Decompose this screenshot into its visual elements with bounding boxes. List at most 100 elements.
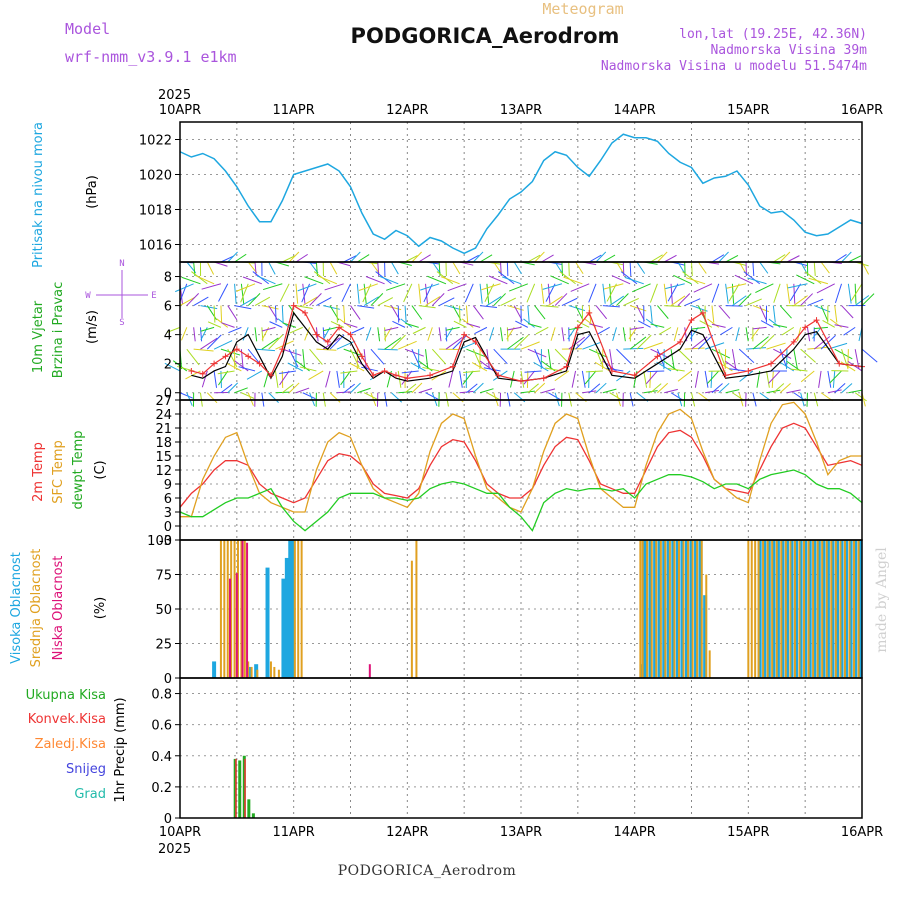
wind-vector (459, 370, 463, 388)
wind-vector (568, 261, 570, 277)
ytick-label: 24 (155, 408, 172, 423)
wind-vector (486, 295, 502, 306)
cloud-bar (689, 540, 694, 678)
bottom-day-label: 12APR (386, 825, 428, 840)
wind-gust-marker (768, 360, 775, 367)
wind-gust-marker (313, 331, 320, 338)
cloud-bar (807, 540, 810, 678)
wind-vector (793, 295, 808, 306)
wind-vector (718, 348, 727, 369)
wind-vector (193, 348, 214, 352)
wind-vector (370, 348, 385, 365)
wind-vector (316, 296, 332, 307)
cloud-bar (830, 540, 833, 678)
wind-vector (263, 283, 283, 291)
wind-vector (711, 254, 725, 263)
ytick-label: 0 (164, 672, 172, 687)
wind-vector (786, 360, 801, 372)
wind-vector (848, 255, 862, 263)
cloud-bar (653, 540, 658, 678)
wind-vector (488, 327, 495, 341)
year-label-top: 2025 (158, 88, 191, 103)
wind-vector (745, 327, 749, 342)
wind-vector (425, 349, 429, 370)
cloud-bar (771, 540, 774, 678)
cloud-bar (754, 540, 757, 678)
temp-ylabel-3: dewpt Temp (71, 430, 86, 509)
cloud-bar (368, 664, 371, 678)
wind-vector (438, 297, 455, 307)
wind-vector (513, 261, 522, 275)
wind-vector (647, 370, 665, 373)
cloud-bar (673, 540, 676, 678)
cloud-bar (771, 540, 776, 678)
wind-vector (588, 254, 602, 263)
wind-vector (606, 283, 617, 302)
wind-vector (663, 283, 668, 304)
cloud-bar (807, 540, 812, 678)
wind-vector (340, 370, 351, 386)
wind-vector (841, 251, 852, 263)
wind-vector (561, 297, 578, 307)
wind-vector (650, 323, 665, 328)
bottom-day-label: 10APR (159, 825, 201, 840)
wind-gust-marker (802, 324, 809, 331)
wind-vector (632, 283, 651, 293)
wind-vector (329, 261, 338, 275)
wind-vector (726, 283, 747, 289)
wind-vector (213, 340, 233, 350)
wind-gust-marker (404, 375, 411, 382)
wind-vector (357, 254, 370, 263)
wind-vector (268, 334, 284, 350)
wind-vector (220, 305, 223, 323)
wind-vector (234, 283, 237, 304)
wind-vector (779, 305, 792, 319)
wind-vector (404, 383, 417, 394)
wind-vector (398, 340, 417, 350)
cloud-bar (825, 540, 828, 678)
wind-vector (357, 387, 371, 394)
cloud-bar (284, 557, 289, 678)
wind-vector (466, 254, 479, 263)
wind-vector (483, 367, 501, 372)
wind-vector (377, 327, 381, 342)
footer-station: PODGORICA_Aerodrom (338, 863, 517, 879)
wind-vector (711, 283, 720, 303)
ytick-label: 4 (164, 329, 172, 344)
temp-ylabel-2: SFC Temp (51, 440, 66, 504)
wind-vector (302, 349, 306, 370)
compass-e: E (151, 291, 156, 301)
wind-vector (602, 388, 617, 394)
wind-vector (288, 251, 300, 263)
wind-vector (760, 320, 774, 328)
wind-vector (336, 370, 340, 388)
cloud-bar (639, 540, 642, 678)
wind-vector (643, 390, 658, 394)
wind-ylabel-2: Brzina i Pravac (51, 282, 66, 379)
wind-vector (350, 251, 361, 263)
wind-vector (363, 296, 379, 307)
wind-vector (582, 341, 602, 350)
wind-vector (217, 370, 229, 386)
cloud-bar (682, 540, 685, 678)
wind-vector (667, 368, 685, 372)
wind-vector (479, 388, 494, 394)
cloud-bar (254, 664, 259, 678)
cloud-bar (812, 540, 817, 678)
wind-vector (404, 255, 418, 263)
year-label-bottom: 2025 (158, 842, 191, 857)
wind-vector (711, 305, 715, 323)
wind-vector (755, 283, 774, 294)
wind-vector (707, 318, 720, 328)
wind-vector (582, 390, 597, 394)
cloud-bar (812, 540, 815, 678)
wind-vector (350, 305, 361, 320)
wind-vector (370, 261, 380, 274)
wind-vector (657, 382, 669, 394)
wind-vector (584, 370, 597, 385)
wind-vector (279, 370, 290, 386)
wind-vector (616, 348, 632, 364)
wind-vector (330, 321, 344, 328)
wind-vector (779, 251, 791, 263)
wind-vector (527, 383, 539, 394)
